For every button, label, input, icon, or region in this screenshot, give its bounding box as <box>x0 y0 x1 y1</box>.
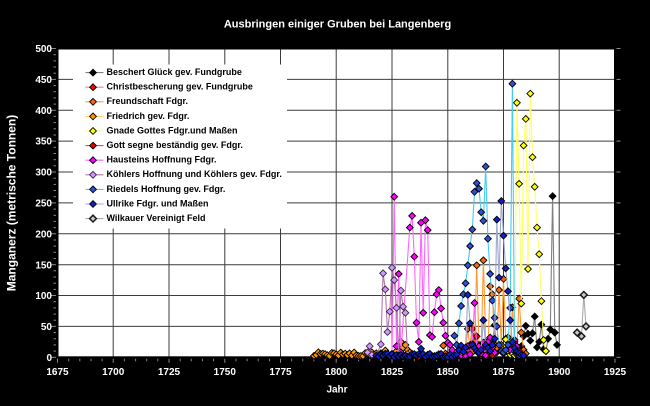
svg-text:Wilkauer Vereinigt Feld: Wilkauer Vereinigt Feld <box>107 213 206 223</box>
svg-text:0: 0 <box>46 353 52 364</box>
svg-text:1925: 1925 <box>604 367 627 378</box>
svg-text:100: 100 <box>35 291 52 302</box>
svg-text:Riedels Hoffnung gev. Fdgr.: Riedels Hoffnung gev. Fdgr. <box>107 184 226 194</box>
svg-text:1700: 1700 <box>102 367 125 378</box>
svg-text:50: 50 <box>41 322 53 333</box>
svg-text:450: 450 <box>35 75 52 86</box>
svg-text:1875: 1875 <box>492 367 515 378</box>
svg-text:1900: 1900 <box>548 367 571 378</box>
svg-text:Friedrich gev. Fdgr.: Friedrich gev. Fdgr. <box>107 111 190 121</box>
svg-text:Köhlers Hoffnung und Köhlers g: Köhlers Hoffnung und Köhlers gev. Fdgr. <box>107 169 282 179</box>
svg-text:Hausteins Hoffnung Fdgr.: Hausteins Hoffnung Fdgr. <box>107 155 217 165</box>
svg-text:1800: 1800 <box>325 367 348 378</box>
svg-text:300: 300 <box>35 168 52 179</box>
svg-text:1825: 1825 <box>381 367 404 378</box>
svg-text:1750: 1750 <box>214 367 237 378</box>
svg-text:1675: 1675 <box>46 367 69 378</box>
svg-text:Manganerz (metrische Tonnen): Manganerz (metrische Tonnen) <box>5 115 19 291</box>
svg-text:250: 250 <box>35 199 52 210</box>
svg-text:1775: 1775 <box>269 367 292 378</box>
svg-text:1725: 1725 <box>158 367 181 378</box>
svg-text:Christbescherung gev. Fundgrub: Christbescherung gev. Fundgrube <box>107 82 253 92</box>
svg-text:1850: 1850 <box>437 367 460 378</box>
svg-text:Freundschaft Fdgr.: Freundschaft Fdgr. <box>107 96 189 106</box>
svg-text:200: 200 <box>35 229 52 240</box>
svg-text:500: 500 <box>35 44 52 55</box>
svg-text:Gnade Gottes Fdgr.und Maßen: Gnade Gottes Fdgr.und Maßen <box>107 125 238 135</box>
svg-text:Gott segne beständig gev. Fdgr: Gott segne beständig gev. Fdgr. <box>107 140 243 150</box>
svg-text:Beschert Glück gev. Fundgrube: Beschert Glück gev. Fundgrube <box>107 67 242 77</box>
svg-text:150: 150 <box>35 260 52 271</box>
svg-text:400: 400 <box>35 106 52 117</box>
svg-text:Jahr: Jahr <box>326 385 347 396</box>
svg-text:Ausbringen einiger Gruben bei: Ausbringen einiger Gruben bei Langenberg <box>224 19 451 31</box>
svg-text:350: 350 <box>35 137 52 148</box>
svg-text:Ullrike Fdgr. und Maßen: Ullrike Fdgr. und Maßen <box>107 198 209 208</box>
